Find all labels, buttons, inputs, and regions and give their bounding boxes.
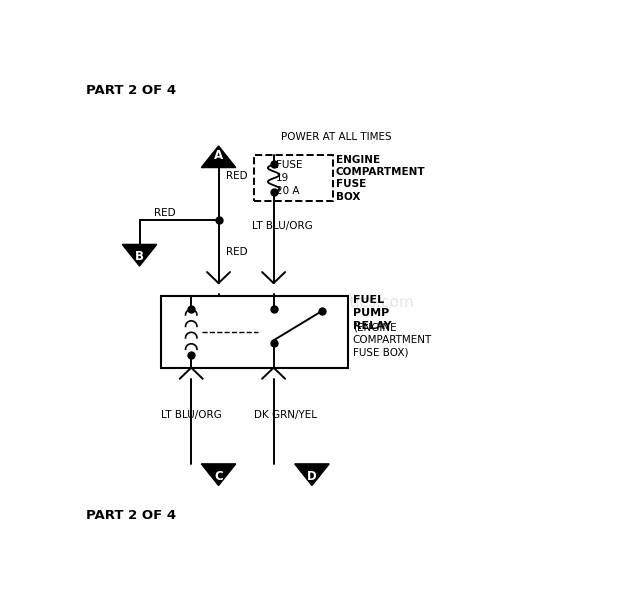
Text: PART 2 OF 4: PART 2 OF 4 (86, 83, 176, 97)
Text: FUSE
19
20 A: FUSE 19 20 A (276, 160, 303, 196)
Text: A: A (214, 149, 223, 161)
Polygon shape (122, 244, 157, 266)
Polygon shape (201, 464, 236, 485)
Text: LT BLU/ORG: LT BLU/ORG (161, 410, 222, 420)
Bar (161, 296, 348, 368)
Text: D: D (307, 470, 317, 483)
Text: DK GRN/YEL: DK GRN/YEL (254, 410, 317, 420)
Text: FUEL
PUMP
RELAY: FUEL PUMP RELAY (353, 295, 391, 331)
Polygon shape (295, 464, 329, 485)
Text: B: B (135, 250, 144, 263)
Text: C: C (214, 470, 223, 483)
Text: PART 2 OF 4: PART 2 OF 4 (86, 509, 176, 523)
Bar (255, 155, 334, 202)
Text: POWER AT ALL TIMES: POWER AT ALL TIMES (281, 132, 391, 142)
Text: ENGINE
COMPARTMENT
FUSE
BOX: ENGINE COMPARTMENT FUSE BOX (336, 155, 426, 202)
Text: LT BLU/ORG: LT BLU/ORG (252, 221, 313, 232)
Text: easyautodiagnostics.com: easyautodiagnostics.com (219, 295, 414, 311)
Text: RED: RED (226, 171, 247, 181)
Text: RED: RED (226, 247, 247, 257)
Polygon shape (201, 146, 236, 167)
Text: (ENGINE
COMPARTMENT
FUSE BOX): (ENGINE COMPARTMENT FUSE BOX) (353, 323, 432, 358)
Text: RED: RED (154, 208, 176, 218)
